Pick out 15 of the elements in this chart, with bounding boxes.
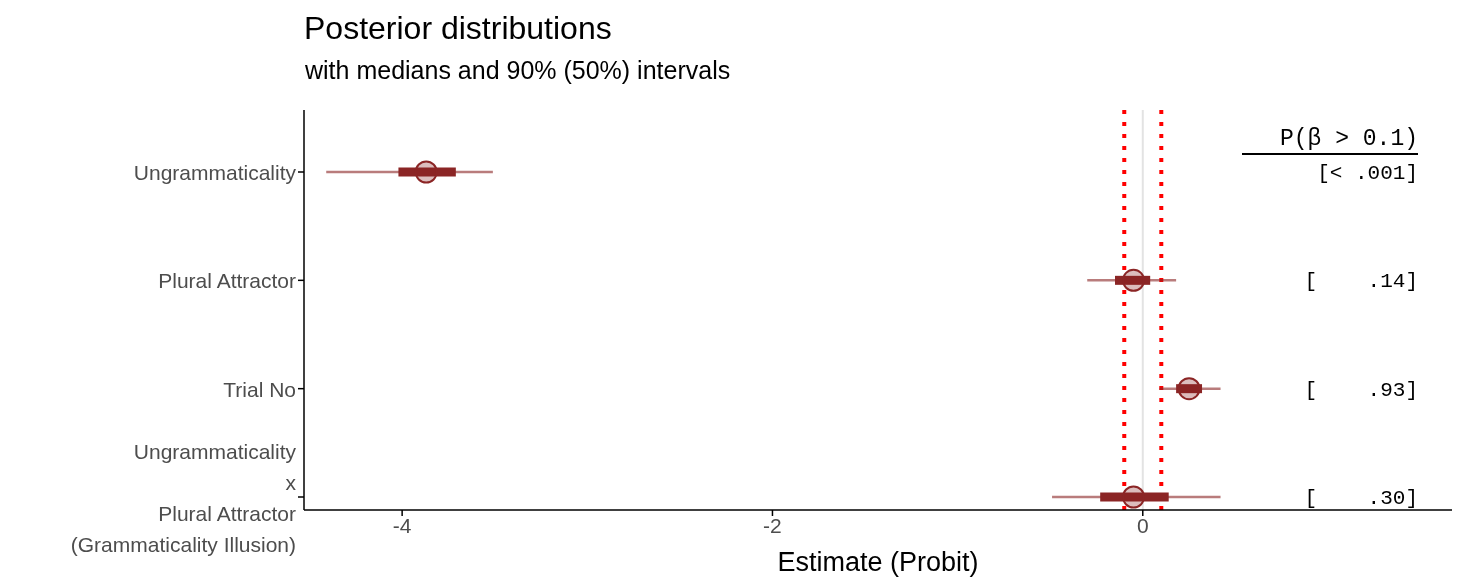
chart-subtitle: with medians and 90% (50%) intervals <box>305 56 731 85</box>
annotation: [ .30] <box>1304 487 1418 510</box>
annotation: P(β > 0.1) <box>1279 126 1418 152</box>
x-tick-label: -4 <box>392 513 412 537</box>
annotation: [< .001] <box>1317 162 1418 185</box>
y-tick-label: Trial No <box>223 377 296 401</box>
y-tick-label: Ungrammaticality <box>133 160 297 184</box>
x-axis-title: Estimate (Probit) <box>777 547 979 577</box>
x-tick-label: 0 <box>1136 513 1149 537</box>
y-tick-label: Plural Attractor <box>158 268 296 292</box>
chart-title: Posterior distributions <box>304 10 612 47</box>
x-tick-label: -2 <box>763 513 782 537</box>
annotation: [ .14] <box>1304 270 1418 294</box>
annotation: [ .93] <box>1304 378 1418 402</box>
y-tick-label: Ungrammaticality x Plural Attractor (Grammaticality Illusion) <box>70 439 297 555</box>
